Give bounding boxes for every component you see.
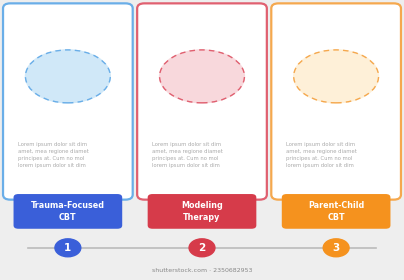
Text: shutterstock.com · 2350682953: shutterstock.com · 2350682953 bbox=[152, 268, 252, 273]
Circle shape bbox=[323, 239, 349, 257]
Circle shape bbox=[55, 239, 81, 257]
Text: Lorem ipsum dolor sit dim
amet, mea regione diamet
principes at. Cum no mol
lore: Lorem ipsum dolor sit dim amet, mea regi… bbox=[18, 143, 88, 169]
Text: 2: 2 bbox=[198, 243, 206, 253]
Polygon shape bbox=[193, 220, 211, 227]
Text: 1: 1 bbox=[64, 243, 72, 253]
Text: Parent-Child
CBT: Parent-Child CBT bbox=[308, 201, 364, 222]
FancyBboxPatch shape bbox=[271, 3, 401, 200]
Text: Lorem ipsum dolor sit dim
amet, mea regione diamet
principes at. Cum no mol
lore: Lorem ipsum dolor sit dim amet, mea regi… bbox=[152, 143, 223, 169]
Polygon shape bbox=[59, 220, 77, 227]
Polygon shape bbox=[327, 220, 345, 227]
Ellipse shape bbox=[160, 50, 244, 103]
FancyBboxPatch shape bbox=[14, 194, 122, 229]
Text: Modeling
Therapy: Modeling Therapy bbox=[181, 201, 223, 222]
Text: Trauma-Focused
CBT: Trauma-Focused CBT bbox=[31, 201, 105, 222]
FancyBboxPatch shape bbox=[137, 3, 267, 200]
Ellipse shape bbox=[25, 50, 110, 103]
Ellipse shape bbox=[294, 50, 379, 103]
FancyBboxPatch shape bbox=[282, 194, 390, 229]
FancyBboxPatch shape bbox=[148, 194, 257, 229]
Text: 3: 3 bbox=[332, 243, 340, 253]
FancyBboxPatch shape bbox=[3, 3, 133, 200]
Text: Lorem ipsum dolor sit dim
amet, mea regione diamet
principes at. Cum no mol
lore: Lorem ipsum dolor sit dim amet, mea regi… bbox=[286, 143, 357, 169]
Circle shape bbox=[189, 239, 215, 257]
